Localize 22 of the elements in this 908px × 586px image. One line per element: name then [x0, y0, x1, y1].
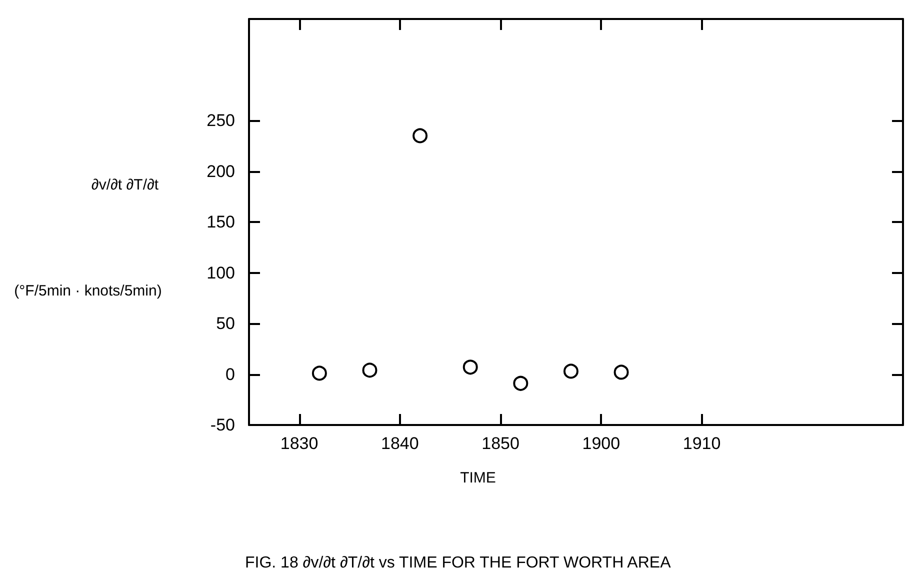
y-tick-label: 50 — [216, 314, 235, 333]
x-tick-label: 1850 — [482, 434, 520, 453]
y-tick-label: 100 — [206, 263, 235, 282]
text: ∂v/∂t ∂T/∂t (°F/5min · knots/5min) — [14, 176, 162, 300]
x-tick-label: 1900 — [582, 434, 620, 453]
y-tick-label: 250 — [206, 111, 235, 130]
y-tick-label: 0 — [226, 364, 235, 384]
y-tick-label: 200 — [206, 162, 235, 181]
point — [563, 364, 578, 379]
x-tick-label: 1830 — [280, 434, 318, 453]
caption: FIG. 18 ∂v/∂t ∂T/∂t vs TIME FOR THE FORT WORTH AREA — [245, 554, 672, 572]
y-tick-label: -50 — [210, 416, 235, 434]
point — [312, 366, 327, 381]
y-tick-label: 150 — [206, 212, 235, 232]
point — [614, 364, 629, 380]
point — [412, 128, 428, 144]
x-tick-label: 1840 — [381, 434, 419, 453]
x-tick-label: 1910 — [682, 434, 721, 453]
point — [362, 362, 378, 378]
x-axis-title: TIME — [460, 470, 496, 486]
point — [462, 360, 478, 375]
point — [513, 376, 528, 391]
